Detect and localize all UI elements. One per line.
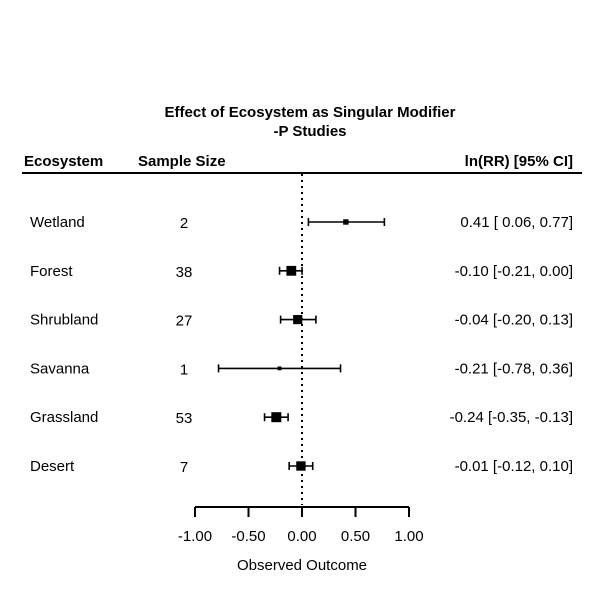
row-ci-text: -0.04 [-0.20, 0.13]: [455, 312, 573, 329]
forest-row: Savanna 1 -0.21 [-0.78, 0.36]: [30, 360, 573, 378]
row-label: Savanna: [30, 360, 90, 377]
x-axis-label: Observed Outcome: [237, 557, 367, 574]
point-estimate: [293, 315, 303, 325]
x-tick-label: 0.50: [341, 528, 370, 545]
row-sample-size: 2: [180, 215, 188, 232]
row-ci-text: 0.41 [ 0.06, 0.77]: [460, 214, 573, 231]
forest-row: Desert 7 -0.01 [-0.12, 0.10]: [30, 458, 573, 476]
row-label: Wetland: [30, 214, 85, 231]
forest-row: Grassland 53 -0.24 [-0.35, -0.13]: [30, 409, 573, 427]
row-label: Shrubland: [30, 312, 98, 329]
point-estimate: [286, 265, 297, 276]
forest-row: Shrubland 27 -0.04 [-0.20, 0.13]: [30, 312, 573, 330]
x-tick-label: 1.00: [394, 528, 423, 545]
row-label: Desert: [30, 458, 75, 475]
row-label: Forest: [30, 263, 73, 280]
row-ci-text: -0.21 [-0.78, 0.36]: [455, 360, 573, 377]
row-label: Grassland: [30, 409, 98, 426]
row-sample-size: 53: [176, 410, 193, 427]
chart-title: Effect of Ecosystem as Singular Modifier: [165, 104, 456, 121]
row-sample-size: 1: [180, 361, 188, 378]
point-estimate: [296, 461, 306, 471]
row-sample-size: 27: [176, 313, 193, 330]
rows-layer: Wetland 2 0.41 [ 0.06, 0.77] Forest 38 -0.10 …: [30, 174, 573, 505]
x-tick-label: -0.50: [231, 528, 265, 545]
point-estimate: [271, 412, 282, 423]
column-header-estimate: ln(RR) [95% CI]: [465, 153, 573, 170]
x-axis: -1.00 -0.50 0.00 0.50 1.00: [178, 506, 424, 545]
forest-row: Wetland 2 0.41 [ 0.06, 0.77]: [30, 214, 573, 232]
x-tick-label: -1.00: [178, 528, 212, 545]
row-sample-size: 7: [180, 459, 188, 476]
row-ci-text: -0.01 [-0.12, 0.10]: [455, 458, 573, 475]
chart-subtitle: -P Studies: [273, 123, 346, 140]
point-estimate: [343, 219, 349, 225]
row-ci-text: -0.10 [-0.21, 0.00]: [455, 263, 573, 280]
row-ci-text: -0.24 [-0.35, -0.13]: [450, 409, 573, 426]
row-sample-size: 38: [176, 264, 193, 281]
column-header-sample-size: Sample Size: [138, 153, 226, 170]
x-tick-label: 0.00: [287, 528, 316, 545]
forest-row: Forest 38 -0.10 [-0.21, 0.00]: [30, 263, 573, 281]
point-estimate: [277, 366, 282, 371]
column-header-ecosystem: Ecosystem: [24, 153, 103, 170]
